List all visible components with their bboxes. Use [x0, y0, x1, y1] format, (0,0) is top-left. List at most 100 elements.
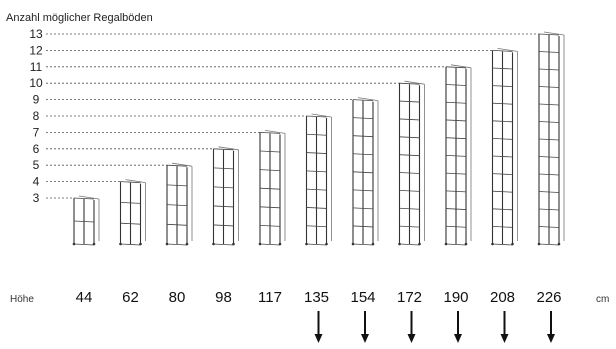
rack-shelf-rung [213, 148, 234, 151]
rack-shelf-rung [73, 197, 95, 200]
rack-shelf-rung [399, 100, 420, 103]
level-label: 5 [33, 158, 40, 172]
rack-shelf-rung [538, 33, 560, 36]
level-label: 9 [33, 93, 40, 107]
rack-shelf-rung [259, 187, 281, 190]
height-label: 208 [490, 289, 515, 306]
rack-shelf-rung [399, 136, 420, 139]
rack-shelf-rung [352, 243, 374, 246]
rack-foot [351, 242, 355, 246]
rack-shelf-rung [445, 172, 467, 175]
level-label: 6 [33, 142, 40, 156]
rack-shelf-rung [306, 115, 327, 118]
rack-foot [72, 242, 76, 246]
height-label: 226 [536, 289, 561, 306]
rack-foot [398, 242, 401, 246]
rack-shelf-rung [306, 225, 327, 228]
rack-shelf-rung [492, 138, 513, 140]
rack-shelf-rung [492, 208, 513, 211]
rack-shelf-rung [538, 121, 560, 123]
rack-shelf-rung [259, 169, 281, 171]
rack-shelf-rung [120, 181, 141, 183]
rack-shelf-rung [306, 152, 327, 154]
rack-foot [232, 242, 235, 246]
rack-shelf-rung [492, 226, 513, 228]
shelf-rack [537, 31, 565, 246]
rack-shelf-rung [259, 243, 281, 246]
rack-shelf-rung [492, 155, 513, 158]
rack-back-top [171, 162, 193, 167]
level-guides [46, 33, 539, 199]
rack-shelf-rung [445, 155, 467, 157]
level-labels: 3 4 5 6 7 8 9 10 11 12 13 [29, 27, 43, 205]
rack-shelf-rung [492, 173, 513, 175]
rack-shelf-rung [492, 120, 513, 123]
rack-back-top [311, 113, 332, 118]
rack-shelf-rung [259, 132, 281, 134]
rack-shelf-rung [213, 224, 234, 227]
level-label: 13 [29, 27, 43, 41]
rack-shelf-rung [399, 154, 420, 157]
rack-shelf-rung [166, 204, 188, 206]
shelf-rack [444, 64, 472, 246]
level-label: 11 [30, 60, 43, 74]
rack-back-top [497, 48, 518, 52]
rack-shelf-rung [399, 243, 420, 246]
diagram-title: Anzahl möglicher Regalböden [6, 12, 153, 24]
rack-shelf-rung [120, 202, 141, 204]
rack-shelf-rung [445, 101, 467, 104]
height-label: 98 [215, 289, 232, 306]
rack-back-top [264, 130, 286, 134]
height-prefix-label: Höhe [10, 294, 34, 305]
rack-shelf-rung [120, 243, 141, 246]
shelf-rack [258, 130, 286, 246]
level-label: 3 [33, 191, 40, 205]
height-label: 80 [169, 289, 186, 306]
rack-foot [278, 242, 282, 246]
rack-shelf-rung [445, 243, 467, 246]
level-label: 4 [33, 175, 40, 189]
rack-shelf-rung [492, 190, 513, 193]
rack-shelf-rung [538, 191, 560, 193]
rack-shelf-rung [492, 50, 513, 52]
rack-foot [305, 242, 308, 246]
height-unit-label: cm [596, 294, 609, 305]
rack-shelf-rung [352, 189, 374, 192]
rack-shelf-rung [213, 243, 234, 246]
rack-foot [557, 242, 561, 246]
rack-shelf-rung [445, 190, 467, 193]
rack-shelf-rung [73, 220, 95, 223]
down-arrow-icon [500, 334, 509, 343]
height-label: 117 [258, 289, 282, 306]
rack-shelf-rung [538, 243, 560, 246]
rack-shelf-rung [492, 85, 513, 87]
level-label: 7 [33, 125, 40, 139]
level-label: 8 [33, 109, 40, 123]
rack-foot [92, 242, 96, 246]
height-label: 135 [304, 289, 329, 306]
rack-shelf-rung [352, 117, 374, 120]
rack-shelf-rung [352, 153, 374, 156]
rack-shelf-rung [73, 243, 95, 246]
shelf-rack [491, 48, 518, 246]
rack-foot [464, 242, 468, 246]
height-label: 62 [122, 289, 139, 306]
rack-shelf-rung [492, 243, 513, 246]
down-arrow-icon [454, 334, 462, 343]
rack-shelf-rung [352, 171, 374, 174]
rack-foot [165, 242, 169, 246]
down-arrow-icon [407, 334, 416, 343]
rack-shelf-rung [166, 164, 188, 167]
rack-foot [371, 242, 375, 246]
rack-shelf-rung [352, 225, 374, 228]
rack-shelf-rung [213, 205, 234, 208]
rack-shelf-rung [166, 184, 188, 187]
rack-shelf-rung [538, 51, 560, 53]
shelf-rack [165, 162, 193, 246]
rack-foot [491, 242, 494, 246]
shelf-rack [398, 80, 425, 246]
rack-back-top [125, 179, 146, 183]
level-label: 12 [29, 43, 43, 57]
rack-back-top [404, 80, 425, 85]
